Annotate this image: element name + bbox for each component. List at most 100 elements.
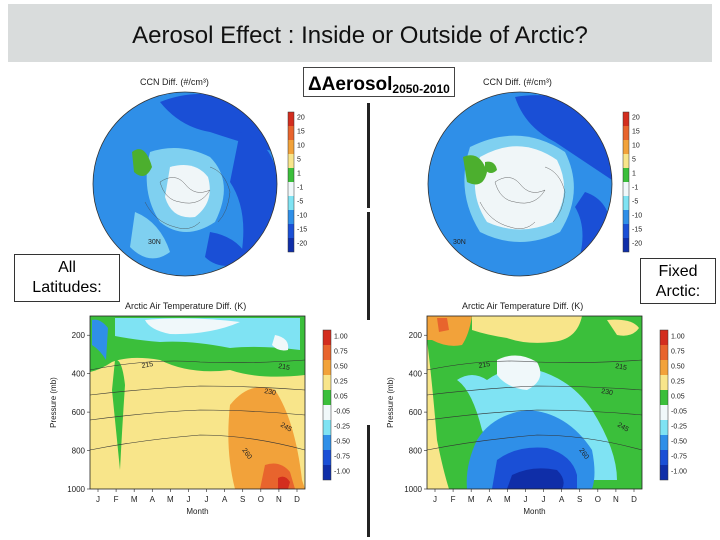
temp-all-colorbar-tick: -0.25 <box>334 423 350 430</box>
temp-fixed-colorbar-cell <box>660 450 668 465</box>
temp-all-xtick-label: N <box>276 495 282 504</box>
temp-all-colorbar-tick: 0.50 <box>334 363 348 370</box>
temp-all-colorbar-cell <box>323 345 331 360</box>
temp-fixed-colorbar: 1.00 0.75 0.50 0.25 0.05 -0.05 -0.25 -0.50 -0.75… <box>659 329 687 481</box>
temp-all-xtick-label: J <box>96 495 100 504</box>
temp-all-contour-label: 215 <box>278 363 291 372</box>
temp-fixed-colorbar-cell <box>660 405 668 420</box>
ccn-all-colorbar-cell <box>288 210 294 224</box>
ccn-fixed-colorbar-cell <box>623 224 629 238</box>
ccn-fixed-colorbar-cell <box>623 210 629 224</box>
ccn-all-boundary <box>92 91 278 277</box>
temp-fixed-ytick-label: 600 <box>409 408 423 417</box>
temp-all-contour-label: 215 <box>141 361 154 370</box>
temp-all-xtick-label: J <box>205 495 209 504</box>
temp-all-ytick-label: 600 <box>72 408 86 417</box>
temp-all-xtick-label: S <box>240 495 245 504</box>
temp-fixed-colorbar-tick: 0.50 <box>671 363 685 370</box>
temp-all-colorbar-frame <box>322 329 332 481</box>
temp-all-contour-label: 230 <box>264 388 277 397</box>
delta-aerosol-text: ΔAerosol <box>308 74 393 95</box>
temp-fixed-ytick-label: 1000 <box>404 485 422 494</box>
ccn-all-colorbar-tick: 15 <box>297 129 305 136</box>
ccn-all-colorbar-tick: 10 <box>297 143 305 150</box>
ccn-all-colorbar-cell <box>288 238 294 252</box>
temp-all-colorbar-cell <box>323 465 331 480</box>
temp-all-colorbar: 1.00 0.75 0.50 0.25 0.05 -0.05 -0.25 -0.50 -0.75… <box>322 329 350 481</box>
temp-all-frame <box>89 315 306 490</box>
temp-fixed-contour-label: 215 <box>615 363 628 372</box>
ccn-all-colorbar-tick: -15 <box>297 227 307 234</box>
ccn-fixed-colorbar-cell <box>623 168 629 182</box>
ccn-all-colorbar-cell <box>288 112 294 126</box>
temp-all-ytick-label: 200 <box>72 331 86 340</box>
temp-all-xtick-label: O <box>258 495 264 504</box>
ccn-all-colorbar: 20 15 10 5 1 -1 -5 -10 -15 -20 <box>287 111 307 253</box>
divider-lower <box>367 425 370 537</box>
temp-fixed-colorbar-cell <box>660 360 668 375</box>
ccn-fixed-colorbar-cell <box>623 182 629 196</box>
ccn-all-colorbar-cell <box>288 140 294 154</box>
ccn-all-colorbar-tick: 5 <box>297 157 301 164</box>
temp-fixed-xtick-label: A <box>559 495 565 504</box>
temp-fixed-xtick-label: N <box>613 495 619 504</box>
temp-all-colorbar-cell <box>323 420 331 435</box>
temp-fixed-xtick-label: O <box>595 495 601 504</box>
delta-aerosol-years: 2050-2010 <box>392 82 450 96</box>
ccn-fixed-colorbar-cell <box>623 112 629 126</box>
ccn-all-colorbar-cell <box>288 126 294 140</box>
temp-fixed-colorbar-tick: -0.50 <box>671 438 687 445</box>
ccn-all-colorbar-cell <box>288 168 294 182</box>
temp-all-colorbar-tick: 0.25 <box>334 378 348 385</box>
temp-fixed-title: Arctic Air Temperature Diff. (K) <box>462 301 583 311</box>
temp-fixed-colorbar-tick: -0.05 <box>671 408 687 415</box>
ccn-fixed-colorbar-tick: -5 <box>632 199 638 206</box>
temp-fixed-colorbar-tick: -0.75 <box>671 453 687 460</box>
temp-fixed-contours <box>426 359 643 451</box>
temp-all-xtick-label: F <box>114 495 119 504</box>
ccn-all-30n-label: 30N <box>148 239 161 246</box>
fixed-arctic-label: Fixed Arctic: <box>640 258 716 304</box>
temp-fixed-colorbar-cell <box>660 330 668 345</box>
ccn-fixed-colorbar-frame <box>622 111 630 253</box>
ccn-all-colorbar-tick: -1 <box>297 185 303 192</box>
temp-all-colorbar-tick: 0.05 <box>334 393 348 400</box>
temp-fixed-colorbar-cell <box>660 390 668 405</box>
temp-all-axes: 200 400 600 800 1000 J F M A M J J A S O N D Month Pressur… <box>49 331 300 516</box>
fixed-arctic-line2: Arctic: <box>655 283 701 300</box>
ccn-fixed-colorbar-cell <box>623 196 629 210</box>
ccn-fixed-colorbar-cell <box>623 154 629 168</box>
temp-all-ytick-label: 800 <box>72 447 86 456</box>
divider-middle <box>367 212 370 320</box>
temp-fixed-ytick-label: 200 <box>409 331 423 340</box>
ccn-fixed-colorbar: 20 15 10 5 1 -1 -5 -10 -15 -20 <box>622 111 642 253</box>
ccn-all-colorbar-tick: -10 <box>297 213 307 220</box>
ccn-fixed-field <box>428 92 612 276</box>
temp-fixed-colorbar-cell <box>660 435 668 450</box>
temp-fixed-field <box>427 316 642 489</box>
ccn-fixed-colorbar-tick: 15 <box>632 129 640 136</box>
temp-all-ylabel: Pressure (mb) <box>49 377 58 428</box>
temp-all-colorbar-tick: 1.00 <box>334 333 348 340</box>
ccn-all-field <box>93 92 277 276</box>
temp-fixed-colorbar-cell <box>660 420 668 435</box>
temp-fixed-colorbar-tick: -1.00 <box>671 468 687 475</box>
all-latitudes-label: All Latitudes: <box>14 254 120 302</box>
ccn-fixed-boundary <box>427 91 613 277</box>
all-latitudes-line2: Latitudes: <box>32 279 102 296</box>
temp-all-field <box>90 316 305 489</box>
temp-fixed-contour-label: 215 <box>478 361 491 370</box>
all-latitudes-line1: All <box>58 259 76 276</box>
temp-fixed-xtick-label: M <box>504 495 511 504</box>
temp-all-colorbar-cell <box>323 450 331 465</box>
temp-all-colorbar-cell <box>323 375 331 390</box>
temp-fixed-xtick-label: M <box>468 495 475 504</box>
temp-all-xtick-label: J <box>186 495 190 504</box>
ccn-all-colorbar-tick: -5 <box>297 199 303 206</box>
ccn-all-colorbar-tick: 1 <box>297 171 301 178</box>
ccn-fixed-title: CCN Diff. (#/cm³) <box>483 77 552 87</box>
temp-fixed-colorbar-tick: -0.25 <box>671 423 687 430</box>
temp-fixed-colorbar-cell <box>660 345 668 360</box>
temp-all-contours <box>89 359 306 451</box>
ccn-all-colorbar-cell <box>288 196 294 210</box>
